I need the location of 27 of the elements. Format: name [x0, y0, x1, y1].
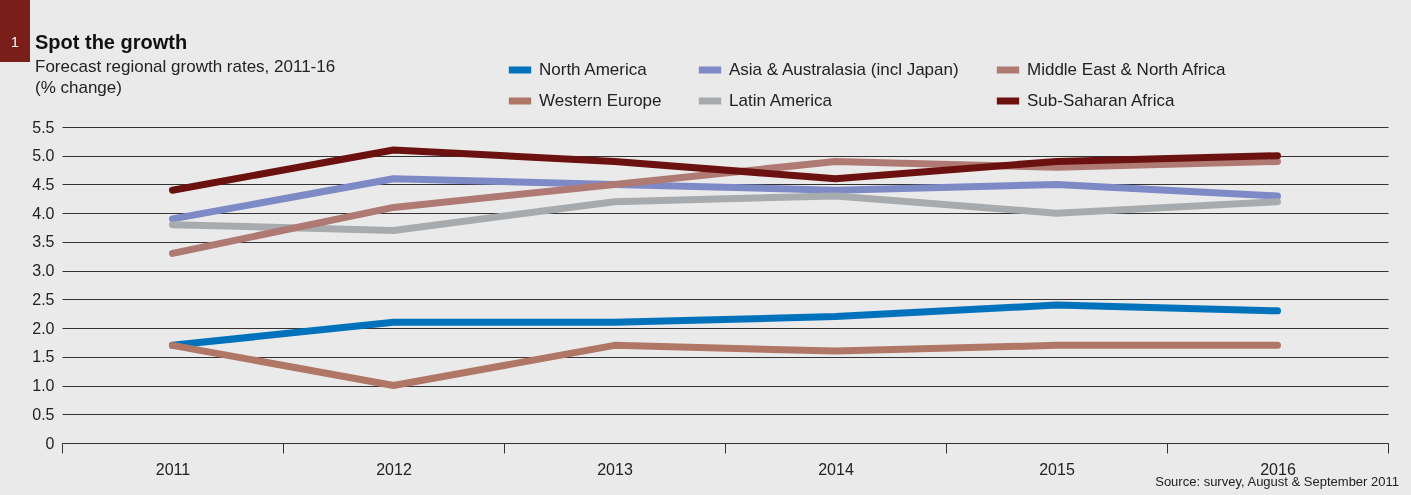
chart-subtitle: Forecast regional growth rates, 2011-16	[35, 56, 336, 77]
y-tick-label: 4.0	[32, 204, 55, 222]
x-tick-label: 2015	[1039, 460, 1075, 478]
y-tick-label: 4.5	[32, 175, 55, 193]
legend-label: Sub-Saharan Africa	[1027, 91, 1175, 110]
y-tick-label: 5.0	[32, 147, 55, 165]
y-tick-label: 2.5	[32, 290, 55, 308]
legend-label: Latin America	[729, 91, 833, 110]
y-tick-label: 3.0	[32, 262, 55, 280]
legend-label: Middle East & North Africa	[1027, 60, 1226, 79]
text: 1	[0, 0, 30, 62]
text: (% change)	[35, 77, 123, 98]
y-tick-label: 0	[45, 434, 55, 452]
y-tick-label: 5.5	[32, 118, 55, 136]
y-tick-label: 1.5	[32, 348, 55, 366]
x-tick-label: 2013	[597, 460, 633, 478]
x-tick-label: 2012	[376, 460, 412, 478]
x-tick-label: 2014	[818, 460, 854, 478]
legend-label: Western Europe	[539, 91, 662, 110]
x-tick-label: 2011	[155, 460, 191, 478]
y-tick-label: 1.0	[32, 377, 55, 395]
y-tick-label: 3.5	[32, 233, 55, 251]
legend-label: Asia & Australasia (incl Japan)	[729, 60, 959, 79]
chart-title: Spot the growth	[35, 31, 188, 54]
legend-label: North America	[539, 60, 648, 79]
y-tick-label: 0.5	[32, 405, 55, 423]
y-tick-label: 2.0	[32, 319, 55, 337]
